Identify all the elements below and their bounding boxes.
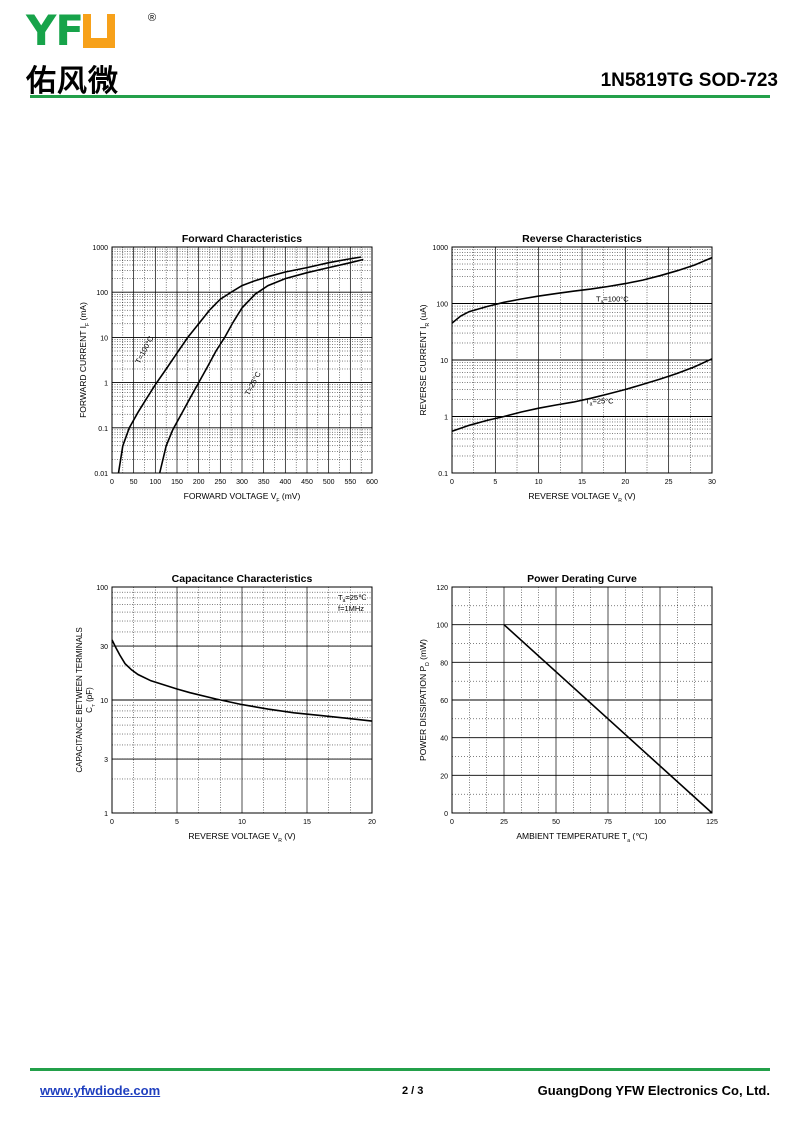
x-tick-label: 5 xyxy=(493,479,497,486)
x-tick-label: 50 xyxy=(552,819,560,826)
x-tick-label: 0 xyxy=(110,819,114,826)
y-tick-label: 100 xyxy=(96,290,108,297)
y-tick-label: 30 xyxy=(100,644,108,651)
y-axis-label: REVERSE CURRENT IR (uA) xyxy=(418,304,431,415)
grid xyxy=(451,246,713,474)
x-tick-label: 200 xyxy=(193,479,205,486)
company-name: GuangDong YFW Electronics Co, Ltd. xyxy=(537,1083,770,1098)
series-line-1 xyxy=(451,256,713,324)
y-tick-label: 40 xyxy=(440,736,448,743)
chart-title: Forward Characteristics xyxy=(182,233,302,245)
page-number: 2 / 3 xyxy=(402,1085,424,1097)
y-tick-label: 60 xyxy=(440,698,448,705)
x-tick-label: 10 xyxy=(535,479,543,486)
y-axis-label: FORWARD CURRENT IF (mA) xyxy=(78,302,91,418)
series-line-1 xyxy=(117,256,362,474)
y-tick-label: 10 xyxy=(100,335,108,342)
condition-frequency: f=1MHz xyxy=(338,604,364,613)
y-tick-label: 10 xyxy=(440,358,448,365)
forward-characteristics-chart: Forward Characteristics 0 50 100 150 200 250 30… xyxy=(78,233,378,504)
x-tick-label: 0 xyxy=(450,479,454,486)
x-tick-label: 0 xyxy=(110,479,114,486)
x-tick-label: 150 xyxy=(171,479,183,486)
y-tick-label: 1000 xyxy=(92,245,108,252)
y-axis-label: CAPACITANCE BETWEEN TERMINALS xyxy=(75,627,84,772)
y-axis-label: POWER DISSIPATION PD (mW) xyxy=(418,639,431,761)
x-tick-label: 400 xyxy=(279,479,291,486)
x-tick-label: 25 xyxy=(665,479,673,486)
x-tick-label: 500 xyxy=(323,479,335,486)
x-tick-label: 30 xyxy=(708,479,716,486)
y-tick-label: 0 xyxy=(444,811,448,818)
y-tick-label: 0.1 xyxy=(438,471,448,478)
footer-rule xyxy=(30,1068,770,1071)
y-tick-label: 1 xyxy=(104,381,108,388)
y-tick-label: 1 xyxy=(444,415,448,422)
x-tick-label: 250 xyxy=(214,479,226,486)
x-tick-label: 75 xyxy=(604,819,612,826)
power-derating-chart: Power Derating Curve 0 25 50 75 100 125 0 20 40 60… xyxy=(418,573,718,844)
logo-wordmark: YF xyxy=(26,8,116,54)
x-tick-label: 600 xyxy=(366,479,378,486)
x-tick-label: 10 xyxy=(238,819,246,826)
reverse-characteristics-chart: Reverse Characteristics 0 5 10 15 20 25 30 0.1 1 1… xyxy=(418,233,716,504)
plot-frame xyxy=(451,586,713,814)
y-tick-label: 1 xyxy=(104,811,108,818)
x-axis-label: REVERSE VOLTAGE VR (V) xyxy=(188,831,295,844)
company-logo: YF ® 佑风微 xyxy=(26,8,166,100)
y-tick-label: 100 xyxy=(436,623,448,630)
x-tick-label: 25 xyxy=(500,819,508,826)
capacitance-characteristics-chart: Capacitance Characteristics 0 5 10 15 20 1 3 10 3… xyxy=(75,573,376,844)
header-rule xyxy=(30,95,770,98)
chart-title: Reverse Characteristics xyxy=(522,233,642,245)
registered-mark: ® xyxy=(148,12,157,24)
x-tick-label: 125 xyxy=(706,819,718,826)
logo-chinese-name: 佑风微 xyxy=(26,64,119,99)
x-axis-label: REVERSE VOLTAGE VR (V) xyxy=(528,491,635,504)
x-tick-label: 15 xyxy=(303,819,311,826)
x-tick-label: 100 xyxy=(149,479,161,486)
series-line-2 xyxy=(451,358,713,432)
y-tick-label: 120 xyxy=(436,585,448,592)
website-link[interactable]: www.yfwdiode.com xyxy=(40,1083,161,1098)
chart-title: Power Derating Curve xyxy=(527,573,637,585)
plot-frame xyxy=(451,246,713,474)
grid xyxy=(111,586,373,814)
x-axis-label: FORWARD VOLTAGE VF (mV) xyxy=(184,491,301,504)
grid xyxy=(111,246,373,474)
plot-frame xyxy=(111,246,373,474)
y-tick-label: 80 xyxy=(440,660,448,667)
series-line-2 xyxy=(158,258,364,474)
y-tick-label: 3 xyxy=(104,757,108,764)
x-tick-label: 300 xyxy=(236,479,248,486)
y-tick-label: 100 xyxy=(436,302,448,309)
x-tick-label: 450 xyxy=(301,479,313,486)
x-tick-label: 350 xyxy=(258,479,270,486)
x-tick-label: 20 xyxy=(621,479,629,486)
chart-title: Capacitance Characteristics xyxy=(172,573,313,585)
plot-frame xyxy=(111,586,373,814)
grid xyxy=(451,586,713,814)
series-line-1 xyxy=(503,624,713,814)
x-tick-label: 50 xyxy=(130,479,138,486)
x-tick-label: 550 xyxy=(344,479,356,486)
series-line-1 xyxy=(111,639,373,722)
annotation-25c: Ta=25°C xyxy=(585,396,614,407)
y-axis-label-2: CT (pF) xyxy=(85,687,97,713)
y-tick-label: 20 xyxy=(440,773,448,780)
y-tick-label: 0.01 xyxy=(94,471,108,478)
x-tick-label: 100 xyxy=(654,819,666,826)
x-tick-label: 0 xyxy=(450,819,454,826)
x-tick-label: 5 xyxy=(175,819,179,826)
y-tick-label: 1000 xyxy=(432,245,448,252)
x-tick-label: 15 xyxy=(578,479,586,486)
condition-temperature: Ta=25℃ xyxy=(338,593,367,604)
y-tick-label: 100 xyxy=(96,585,108,592)
x-tick-label: 20 xyxy=(368,819,376,826)
document-title: 1N5819TG SOD-723 xyxy=(600,70,778,91)
x-axis-label: AMBIENT TEMPERATURE Ta (℃) xyxy=(516,831,647,844)
y-tick-label: 0.1 xyxy=(98,426,108,433)
y-tick-label: 10 xyxy=(100,698,108,705)
annotation-100c: Ta=100°C xyxy=(596,295,629,306)
